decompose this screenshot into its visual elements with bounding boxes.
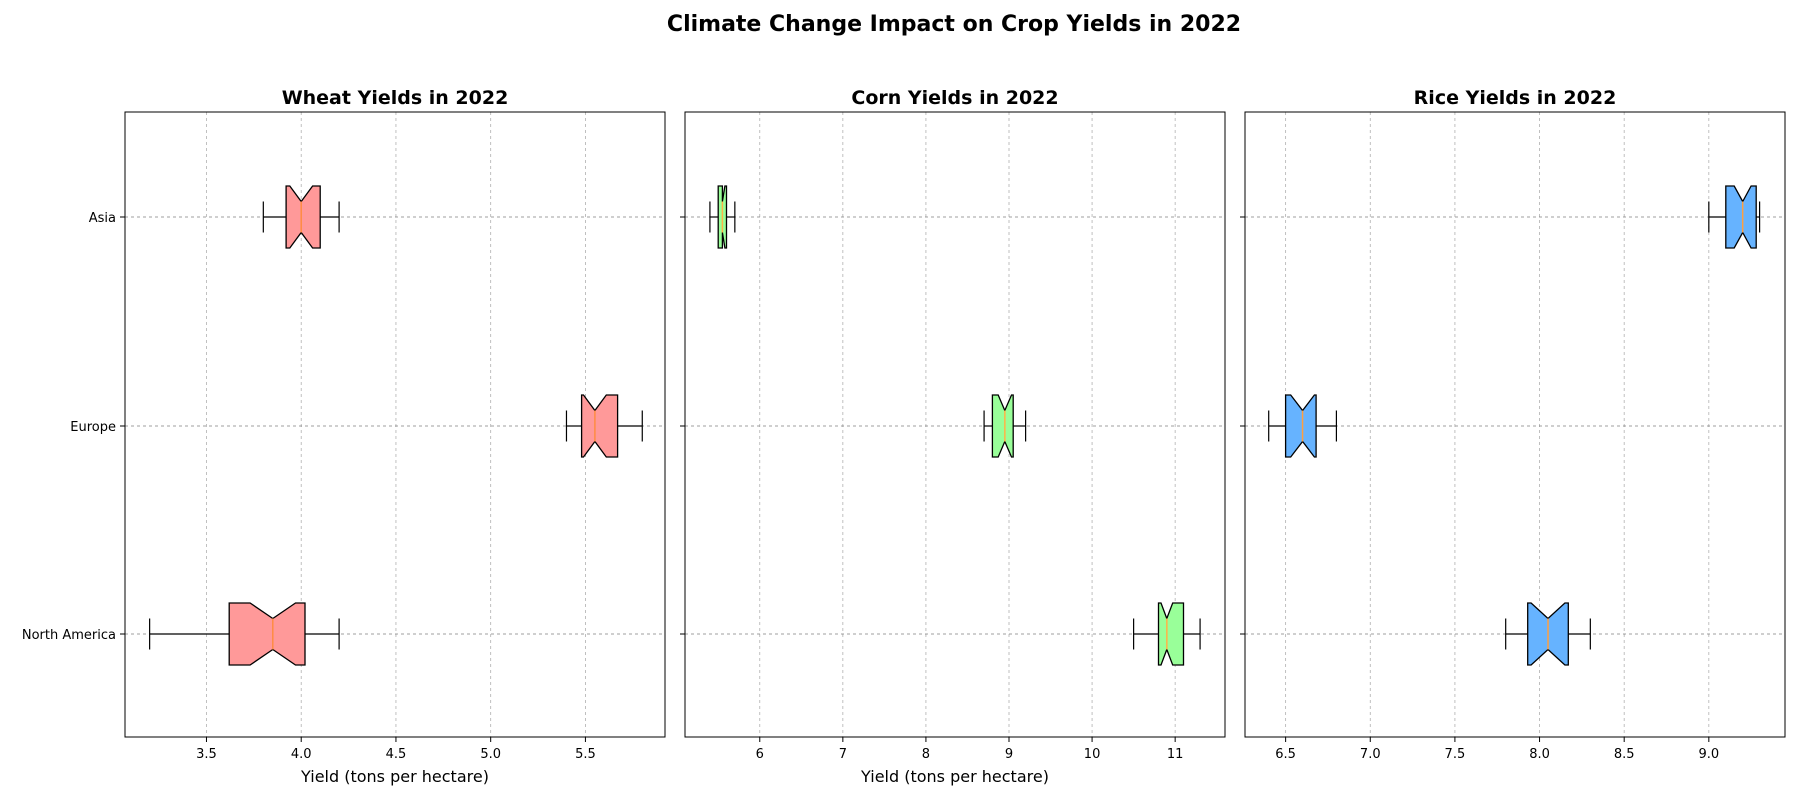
box-body xyxy=(1725,185,1757,249)
box-body xyxy=(1157,602,1185,666)
x-tick-label: 7.0 xyxy=(1360,747,1381,762)
figure-title: Climate Change Impact on Crop Yields in … xyxy=(667,12,1241,37)
y-tick-label: North America xyxy=(22,628,116,643)
subplot-title: Corn Yields in 2022 xyxy=(851,87,1058,109)
y-tick-label: Asia xyxy=(89,211,116,226)
x-axis-label: Yield (tons per hectare) xyxy=(300,767,489,786)
x-tick-label: 7.5 xyxy=(1445,747,1466,762)
x-tick-label: 8.5 xyxy=(1614,747,1635,762)
x-tick-label: 11 xyxy=(1167,747,1184,762)
box-body xyxy=(1284,394,1317,458)
x-tick-label: 8 xyxy=(922,747,930,762)
plot-frame xyxy=(684,111,1226,738)
x-tick-label: 4.5 xyxy=(386,747,407,762)
x-tick-label: 9.0 xyxy=(1698,747,1719,762)
x-tick-label: 10 xyxy=(1084,747,1101,762)
y-tick-label: Europe xyxy=(70,420,116,435)
box-2 xyxy=(709,185,736,249)
plot-area xyxy=(1245,112,1785,737)
plot-area xyxy=(125,112,665,737)
subplot-2: 6 7 8 9 10 11 Corn Yields in 2022 Yield (tons p… xyxy=(680,87,1226,786)
x-tick-label: 6 xyxy=(756,747,764,762)
box-0 xyxy=(1505,602,1591,666)
plot-frame xyxy=(124,111,666,738)
box-0 xyxy=(149,602,340,666)
x-tick-label: 9 xyxy=(1005,747,1013,762)
x-tick-label: 6.5 xyxy=(1275,747,1296,762)
subplot-title: Rice Yields in 2022 xyxy=(1414,87,1617,109)
plot-frame xyxy=(1244,111,1786,738)
box-0 xyxy=(1133,602,1201,666)
plot-area xyxy=(685,112,1225,737)
box-2 xyxy=(1708,185,1761,249)
box-2 xyxy=(262,185,340,249)
panels: 3.5 4.0 4.5 5.0 5.5 North America Europe Asia Wh… xyxy=(22,87,1786,786)
subplot-title: Wheat Yields in 2022 xyxy=(282,87,509,109)
box-body xyxy=(991,394,1014,458)
x-tick-label: 8.0 xyxy=(1529,747,1550,762)
x-tick-label: 4.0 xyxy=(291,747,312,762)
box-1 xyxy=(1268,394,1338,458)
subplot-3: 6.5 7.0 7.5 8.0 8.5 9.0 Rice Yields in 2022 xyxy=(1240,87,1786,762)
box-body xyxy=(228,602,306,666)
box-body xyxy=(580,394,619,458)
x-tick-label: 5.5 xyxy=(575,747,596,762)
subplot-1: 3.5 4.0 4.5 5.0 5.5 North America Europe Asia Wh… xyxy=(22,87,666,786)
x-tick-label: 7 xyxy=(839,747,847,762)
box-1 xyxy=(983,394,1027,458)
box-body xyxy=(285,185,321,249)
box-1 xyxy=(565,394,643,458)
x-tick-label: 5.0 xyxy=(480,747,501,762)
x-tick-label: 3.5 xyxy=(196,747,217,762)
x-axis-label: Yield (tons per hectare) xyxy=(860,767,1049,786)
